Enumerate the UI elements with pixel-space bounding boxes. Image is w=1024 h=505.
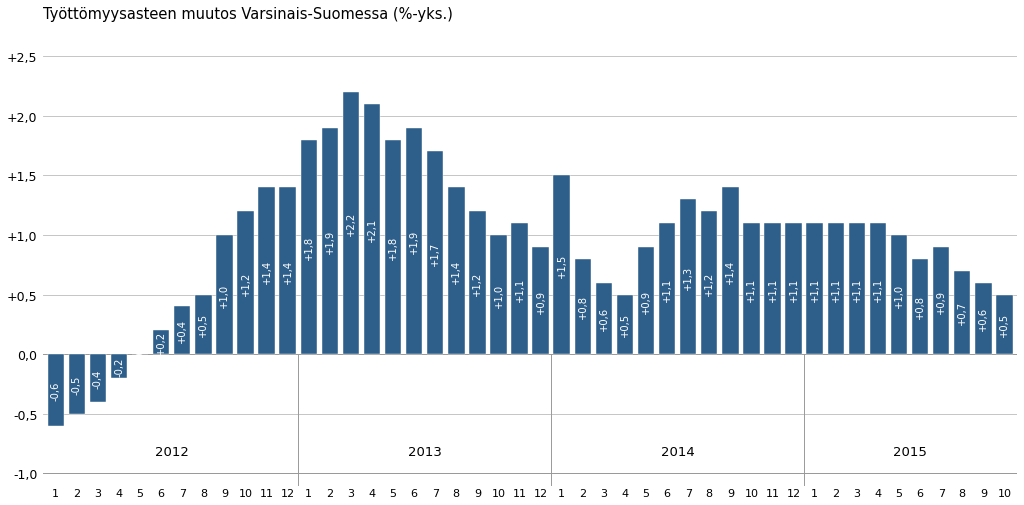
Bar (933, 247, 949, 355)
Text: +1,1: +1,1 (663, 277, 672, 301)
Text: 0,0: 0,0 (135, 346, 145, 362)
Bar (90, 355, 106, 402)
Text: +1,9: +1,9 (325, 229, 335, 254)
Bar (596, 283, 612, 355)
Text: +0,8: +0,8 (578, 295, 588, 319)
Bar (722, 188, 738, 355)
Bar (449, 188, 465, 355)
Bar (322, 128, 338, 355)
Bar (196, 295, 212, 355)
Text: +0,9: +0,9 (641, 289, 651, 313)
Text: +1,2: +1,2 (472, 271, 482, 295)
Text: +0,5: +0,5 (620, 313, 630, 337)
Text: -0,2: -0,2 (114, 357, 124, 376)
Text: +2,2: +2,2 (346, 212, 356, 236)
Bar (869, 224, 886, 355)
Bar (238, 212, 254, 355)
Text: Työttömyysasteen muutos Varsinais-Suomessa (%-yks.): Työttömyysasteen muutos Varsinais-Suomes… (43, 7, 453, 22)
Text: +1,0: +1,0 (894, 283, 904, 307)
Text: +1,1: +1,1 (788, 277, 799, 301)
Text: 2013: 2013 (408, 445, 441, 459)
Bar (616, 295, 633, 355)
Bar (849, 224, 865, 355)
Text: +0,2: +0,2 (157, 330, 166, 355)
Bar (532, 247, 549, 355)
Bar (511, 224, 527, 355)
Bar (807, 224, 823, 355)
Text: +1,7: +1,7 (430, 241, 440, 266)
Bar (701, 212, 718, 355)
Bar (764, 224, 780, 355)
Text: +0,6: +0,6 (599, 307, 609, 331)
Bar (385, 140, 401, 355)
Text: +1,1: +1,1 (810, 277, 819, 301)
Text: -0,6: -0,6 (51, 380, 60, 400)
Bar (954, 271, 971, 355)
Text: +0,9: +0,9 (936, 289, 946, 313)
Text: +1,5: +1,5 (557, 253, 566, 277)
Bar (680, 200, 696, 355)
Text: +1,1: +1,1 (514, 277, 524, 301)
Text: +1,4: +1,4 (452, 259, 461, 283)
Text: +1,2: +1,2 (241, 271, 251, 295)
Bar (300, 140, 317, 355)
Bar (216, 235, 232, 355)
Text: +1,1: +1,1 (768, 277, 777, 301)
Text: +0,9: +0,9 (536, 289, 546, 313)
Bar (785, 224, 802, 355)
Text: +1,0: +1,0 (219, 283, 229, 307)
Bar (153, 331, 169, 355)
Bar (891, 235, 907, 355)
Bar (364, 105, 380, 355)
Bar (427, 152, 443, 355)
Text: +1,8: +1,8 (304, 235, 313, 260)
Bar (258, 188, 274, 355)
Text: +1,1: +1,1 (746, 277, 757, 301)
Bar (490, 235, 507, 355)
Text: +1,2: +1,2 (705, 271, 715, 295)
Text: +1,8: +1,8 (388, 235, 398, 260)
Text: 2014: 2014 (660, 445, 694, 459)
Bar (174, 307, 190, 355)
Text: +1,0: +1,0 (494, 283, 504, 307)
Bar (69, 355, 85, 414)
Bar (469, 212, 485, 355)
Bar (343, 92, 359, 355)
Bar (47, 355, 63, 426)
Text: -0,4: -0,4 (93, 369, 103, 388)
Text: +0,4: +0,4 (177, 319, 187, 342)
Bar (280, 188, 296, 355)
Bar (406, 128, 422, 355)
Text: -0,5: -0,5 (72, 375, 82, 394)
Text: 2015: 2015 (893, 445, 927, 459)
Text: +0,5: +0,5 (999, 313, 1010, 337)
Bar (975, 283, 991, 355)
Text: +1,3: +1,3 (683, 265, 693, 289)
Text: +1,1: +1,1 (852, 277, 862, 301)
Text: +0,7: +0,7 (957, 301, 968, 325)
Text: +0,5: +0,5 (199, 313, 208, 337)
Bar (996, 295, 1013, 355)
Text: +1,4: +1,4 (283, 259, 293, 283)
Bar (911, 259, 929, 355)
Text: +0,6: +0,6 (978, 307, 988, 331)
Bar (111, 355, 127, 378)
Text: 2012: 2012 (155, 445, 188, 459)
Text: +1,1: +1,1 (830, 277, 841, 301)
Text: +1,1: +1,1 (872, 277, 883, 301)
Text: +2,1: +2,1 (367, 217, 377, 241)
Bar (638, 247, 654, 355)
Text: +1,4: +1,4 (261, 259, 271, 283)
Bar (574, 259, 591, 355)
Text: +1,9: +1,9 (410, 229, 419, 254)
Text: +1,4: +1,4 (725, 259, 735, 283)
Text: +0,8: +0,8 (915, 295, 925, 319)
Bar (827, 224, 844, 355)
Bar (658, 224, 676, 355)
Bar (743, 224, 760, 355)
Bar (554, 176, 570, 355)
